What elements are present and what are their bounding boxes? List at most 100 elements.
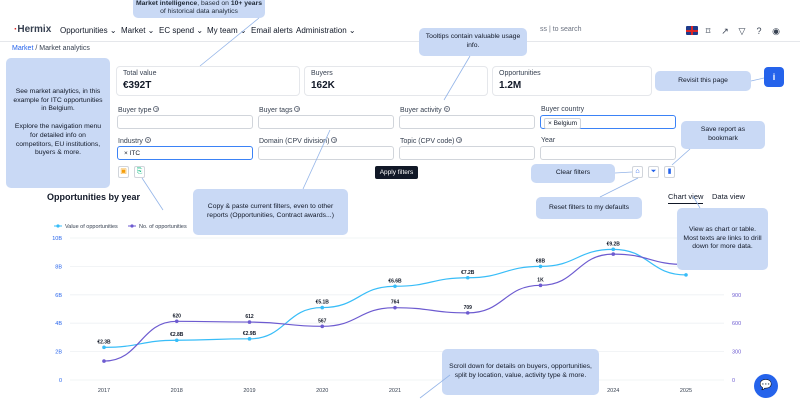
- uk-flag-icon[interactable]: [686, 26, 698, 35]
- data-point: [174, 319, 179, 324]
- x-tick: 2017: [98, 388, 110, 394]
- tooltip-scroll-down: Scroll down for details on buyers, oppor…: [442, 349, 599, 395]
- chip-belgium[interactable]: × Belgium: [544, 118, 582, 129]
- tooltip-save-report: Save report as bookmark: [681, 121, 765, 149]
- x-tick: 2024: [607, 388, 619, 394]
- label-buyer-tags: Buyer tags?: [259, 106, 301, 114]
- nav-market[interactable]: Market ⌄: [121, 26, 155, 35]
- data-label: €9.2B: [607, 241, 621, 247]
- buyer-country-field[interactable]: × Belgium: [540, 115, 676, 129]
- nav-opportunities[interactable]: Opportunities ⌄: [60, 26, 117, 35]
- series-line-1: [103, 253, 687, 362]
- nav-administration[interactable]: Administration ⌄: [296, 26, 356, 35]
- nav-ec-spend[interactable]: EC spend ⌄: [159, 26, 204, 35]
- buyer-activity-field[interactable]: [399, 115, 535, 129]
- tooltip-revisit: Revisit this page: [655, 71, 751, 91]
- tab-data-view[interactable]: Data view: [712, 192, 745, 201]
- kpi-label: Buyers: [311, 70, 333, 77]
- y-right-tick: 0: [732, 378, 735, 384]
- data-point: [320, 324, 325, 329]
- reset-defaults-icon[interactable]: ⌂: [632, 166, 643, 178]
- nav-my-team[interactable]: My team ⌄: [207, 26, 247, 35]
- data-label: €7.2B: [461, 270, 475, 276]
- kpi-buyers[interactable]: Buyers 162K: [304, 66, 488, 96]
- kpi-value: €392T: [123, 80, 152, 91]
- data-label: €2.9B: [243, 331, 257, 337]
- label-domain: Domain (CPV division)?: [259, 137, 338, 145]
- data-point: [174, 338, 179, 343]
- y-left-tick: 4B: [55, 321, 62, 327]
- data-label: 1K: [537, 277, 544, 283]
- tab-chart-view[interactable]: Chart view: [668, 192, 704, 204]
- data-label: 567: [318, 318, 327, 324]
- info-icon-button[interactable]: i: [764, 67, 784, 87]
- apply-filters-button[interactable]: Apply filters: [375, 166, 418, 179]
- x-tick: 2018: [171, 388, 183, 394]
- legend-marker: [56, 224, 60, 228]
- kpi-value: 1.2M: [499, 80, 522, 91]
- chat-icon[interactable]: 💬: [754, 374, 778, 398]
- tooltip-view-toggle: View as chart or table. Most texts are l…: [677, 208, 768, 270]
- data-point: [611, 252, 616, 256]
- info-icon: ?: [144, 137, 151, 143]
- year-field[interactable]: [540, 146, 676, 160]
- data-point: [611, 247, 616, 252]
- section-title: Opportunities by year: [47, 192, 141, 202]
- kpi-value: 162K: [311, 80, 335, 91]
- buyer-type-field[interactable]: [117, 115, 253, 129]
- data-point: [684, 273, 688, 277]
- y-right-tick: 900: [732, 293, 741, 299]
- share-icon[interactable]: ↗: [721, 26, 729, 36]
- save-bookmark-icon[interactable]: ▮: [664, 166, 675, 178]
- label-buyer-activity: Buyer activity?: [400, 106, 450, 114]
- y-right-tick: 300: [732, 350, 741, 356]
- user-icon[interactable]: ◉: [772, 26, 780, 36]
- buyer-tags-field[interactable]: [258, 115, 394, 129]
- filter-icon[interactable]: ▽: [738, 26, 746, 36]
- label-topic: Topic (CPV code)?: [400, 137, 463, 145]
- data-point: [538, 264, 543, 269]
- y-left-tick: 10B: [52, 236, 62, 242]
- legend-marker: [130, 224, 134, 228]
- data-label: 764: [391, 300, 400, 306]
- y-left-tick: 6B: [55, 293, 62, 299]
- data-label: €2.8B: [170, 332, 184, 338]
- data-label: €8B: [536, 258, 546, 264]
- topic-field[interactable]: [399, 146, 535, 160]
- nav-email-alerts[interactable]: Email alerts: [251, 26, 293, 35]
- breadcrumb-market[interactable]: Market: [12, 45, 34, 52]
- industry-field[interactable]: × ITC: [117, 146, 253, 160]
- label-buyer-type: Buyer type?: [118, 106, 160, 114]
- kpi-label: Opportunities: [499, 70, 541, 77]
- x-tick: 2019: [243, 388, 255, 394]
- copy-filters-icon[interactable]: ▣: [118, 166, 129, 178]
- kpi-opportunities[interactable]: Opportunities 1.2M: [492, 66, 652, 96]
- label-year: Year: [541, 137, 556, 144]
- chip-itc[interactable]: × ITC: [121, 149, 144, 158]
- data-point: [393, 305, 397, 310]
- data-point: [102, 359, 106, 363]
- data-label: 612: [245, 314, 254, 320]
- bookmark-icon[interactable]: ⌑: [705, 26, 711, 36]
- top-navigation: ·Hermix Opportunities ⌄ Market ⌄ EC spen…: [0, 20, 800, 42]
- data-label: 620: [173, 313, 182, 319]
- search-input[interactable]: ss | to search: [540, 26, 582, 33]
- info-icon: ?: [331, 137, 338, 143]
- x-tick: 2020: [316, 388, 328, 394]
- info-icon: ?: [456, 137, 463, 143]
- info-icon: ?: [443, 106, 450, 112]
- paste-filters-icon[interactable]: ⎘: [134, 166, 145, 178]
- domain-field[interactable]: [258, 146, 394, 160]
- series-line-0: [103, 248, 687, 348]
- x-tick: 2025: [680, 388, 692, 394]
- tooltip-clear-filters: Clear filters: [531, 164, 615, 183]
- tooltip-explore: See market analytics, in this example fo…: [6, 58, 110, 188]
- y-right-tick: 600: [732, 321, 741, 327]
- data-point: [393, 284, 397, 289]
- clear-filters-icon[interactable]: ⏷: [648, 166, 659, 178]
- kpi-total-value[interactable]: Total value €392T: [116, 66, 300, 96]
- logo[interactable]: ·Hermix: [14, 24, 52, 35]
- y-left-tick: 2B: [55, 350, 62, 356]
- breadcrumb: Market / Market analytics: [12, 45, 90, 52]
- help-icon[interactable]: ?: [756, 26, 762, 36]
